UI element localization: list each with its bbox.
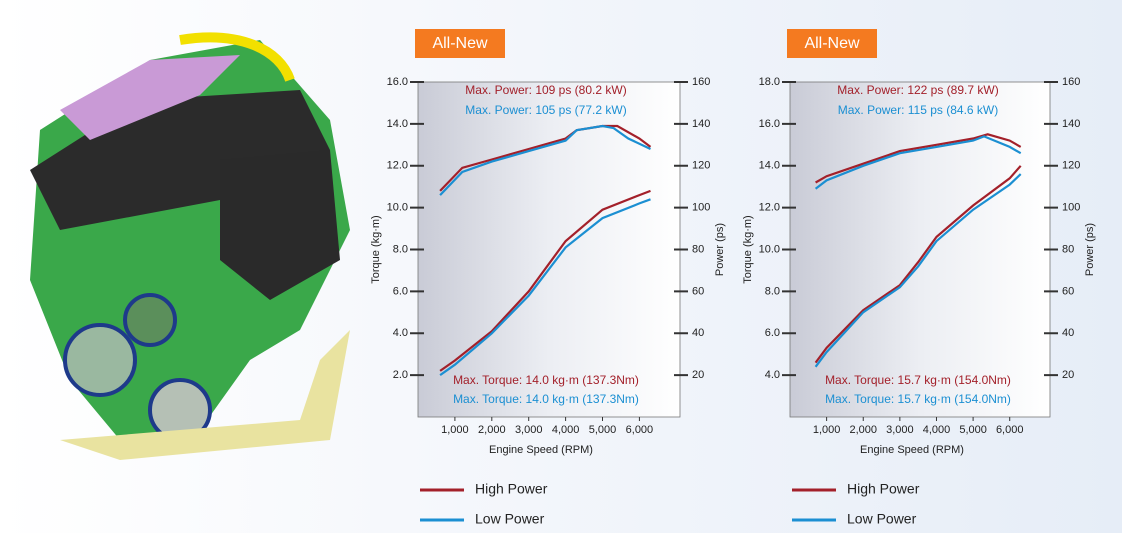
x-tick-label: 4,000: [923, 424, 951, 436]
y2-tick-label: 80: [1062, 243, 1074, 255]
annotation: Max. Power: 105 ps (77.2 kW): [465, 103, 626, 117]
x-tick-label: 4,000: [552, 424, 580, 436]
annotation: Max. Torque: 15.7 kg·m (154.0Nm): [825, 392, 1011, 406]
y-tick-label: 18.0: [759, 76, 780, 88]
x-tick-label: 5,000: [589, 424, 617, 436]
series-line: [814, 165, 1022, 364]
y-axis-label: Torque (kg·m): [370, 215, 382, 283]
x-tick-label: 3,000: [515, 424, 543, 436]
engine-illustration: [30, 32, 350, 460]
y2-axis-label: Power (ps): [1084, 223, 1096, 276]
series-line: [814, 135, 1022, 190]
y-tick-label: 12.0: [387, 160, 408, 172]
x-tick-label: 5,000: [959, 424, 987, 436]
badge-label: All-New: [804, 35, 860, 52]
y-tick-label: 8.0: [393, 243, 408, 255]
y2-tick-label: 40: [692, 327, 704, 339]
series-line: [439, 189, 651, 372]
y2-axis-label: Power (ps): [714, 223, 726, 276]
y2-tick-label: 160: [692, 76, 710, 88]
y-tick-label: 10.0: [759, 243, 780, 255]
x-tick-label: 6,000: [996, 424, 1024, 436]
y-tick-label: 16.0: [387, 76, 408, 88]
legend-label: High Power: [475, 481, 548, 497]
x-tick-label: 2,000: [478, 424, 506, 436]
series-line: [815, 133, 1022, 184]
y2-tick-label: 60: [692, 285, 704, 297]
x-tick-label: 1,000: [813, 424, 841, 436]
annotation: Max. Torque: 15.7 kg·m (154.0Nm): [825, 373, 1011, 387]
annotation: Max. Power: 115 ps (84.6 kW): [838, 103, 999, 117]
y-tick-label: 12.0: [759, 202, 780, 214]
y2-tick-label: 100: [692, 202, 710, 214]
x-axis-label: Engine Speed (RPM): [860, 444, 964, 456]
badge-label: All-New: [432, 35, 488, 52]
x-tick-label: 6,000: [626, 424, 654, 436]
annotation: Max. Power: 109 ps (80.2 kW): [465, 83, 626, 97]
plot-area: [789, 81, 1051, 418]
x-tick-label: 2,000: [849, 424, 877, 436]
x-tick-label: 1,000: [441, 424, 469, 436]
y-tick-label: 8.0: [765, 285, 780, 297]
legend-label: Low Power: [475, 511, 545, 527]
y-tick-label: 14.0: [759, 160, 780, 172]
y-tick-label: 16.0: [759, 118, 780, 130]
y2-tick-label: 20: [1062, 369, 1074, 381]
y2-tick-label: 60: [1062, 285, 1074, 297]
y2-tick-label: 140: [692, 118, 710, 130]
y2-tick-label: 100: [1062, 202, 1080, 214]
series-line: [439, 124, 651, 196]
x-tick-label: 3,000: [886, 424, 914, 436]
y-axis-label: Torque (kg·m): [742, 215, 754, 283]
y2-tick-label: 20: [692, 369, 704, 381]
y-tick-label: 2.0: [393, 369, 408, 381]
y2-tick-label: 80: [692, 243, 704, 255]
y-tick-label: 14.0: [387, 118, 408, 130]
y2-tick-label: 140: [1062, 118, 1080, 130]
y-tick-label: 10.0: [387, 202, 408, 214]
y2-tick-label: 160: [1062, 76, 1080, 88]
annotation: Max. Torque: 14.0 kg·m (137.3Nm): [453, 392, 639, 406]
badge: [415, 29, 505, 58]
series-line: [814, 173, 1022, 368]
annotation: Max. Power: 122 ps (89.7 kW): [837, 83, 998, 97]
legend-label: High Power: [847, 481, 920, 497]
x-axis-label: Engine Speed (RPM): [489, 444, 593, 456]
legend-label: Low Power: [847, 511, 917, 527]
y-tick-label: 6.0: [393, 285, 408, 297]
y2-tick-label: 120: [1062, 160, 1080, 172]
y2-tick-label: 40: [1062, 327, 1074, 339]
annotation: Max. Torque: 14.0 kg·m (137.3Nm): [453, 373, 639, 387]
y2-tick-label: 120: [692, 160, 710, 172]
badge: [787, 29, 877, 58]
y-tick-label: 6.0: [765, 327, 780, 339]
y-tick-label: 4.0: [393, 327, 408, 339]
plot-area: [417, 81, 681, 418]
series-line: [439, 198, 651, 377]
y-tick-label: 4.0: [765, 369, 780, 381]
